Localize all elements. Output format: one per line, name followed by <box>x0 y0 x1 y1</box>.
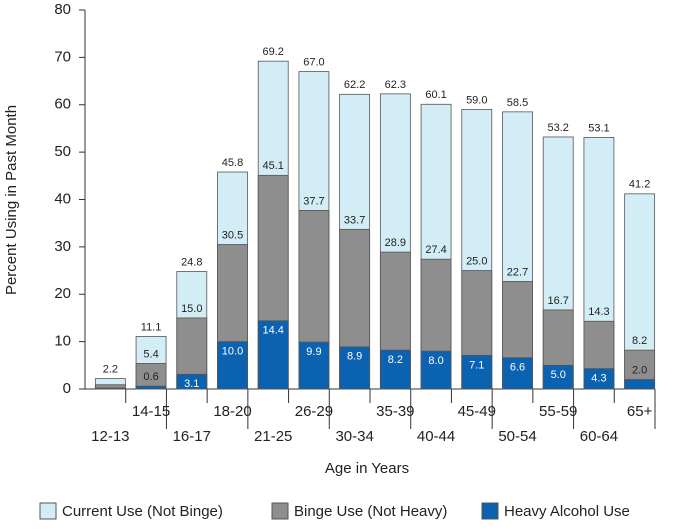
y-tick-label: 0 <box>63 380 71 397</box>
value-label: 2.0 <box>632 364 647 376</box>
x-tick-label: 35-39 <box>376 403 414 420</box>
y-tick-label: 30 <box>54 238 71 255</box>
value-label: 7.1 <box>469 359 484 371</box>
x-tick-label: 18-20 <box>213 403 251 420</box>
bar <box>583 368 615 390</box>
x-tick-label: 30-34 <box>335 428 373 445</box>
value-label: 14.4 <box>263 325 284 337</box>
x-tick-label: 65+ <box>627 403 653 420</box>
legend-label: Heavy Alcohol Use <box>504 503 630 520</box>
y-tick-label: 70 <box>54 48 71 65</box>
value-label: 8.2 <box>632 335 647 347</box>
value-label: 53.1 <box>588 122 609 134</box>
bar <box>217 341 248 390</box>
value-label: 33.7 <box>344 214 365 226</box>
legend-label: Binge Use (Not Heavy) <box>294 503 447 520</box>
y-axis-label: Percent Using in Past Month <box>3 105 20 295</box>
value-label: 58.5 <box>507 97 528 109</box>
x-tick-label: 21-25 <box>254 428 292 445</box>
legend-swatch <box>271 502 289 520</box>
value-label: 45.8 <box>222 157 243 169</box>
value-label: 3.1 <box>184 378 199 390</box>
bar <box>379 349 411 390</box>
bar <box>298 341 330 390</box>
x-axis-label: Age in Years <box>325 460 409 477</box>
value-label: 22.7 <box>507 266 528 278</box>
bar <box>135 385 167 390</box>
value-label: 25.0 <box>466 255 487 267</box>
y-tick-label: 10 <box>54 333 71 350</box>
value-label: 62.2 <box>344 79 365 91</box>
value-label: 41.2 <box>629 179 650 191</box>
y-tick-label: 80 <box>54 1 71 18</box>
y-tick-label: 60 <box>54 96 71 113</box>
y-tick-label: 20 <box>54 285 71 302</box>
value-label: 4.3 <box>591 373 606 385</box>
value-label: 8.2 <box>388 354 403 366</box>
value-label: 69.2 <box>263 46 284 58</box>
value-label: 14.3 <box>588 306 609 318</box>
value-label: 28.9 <box>385 237 406 249</box>
bar <box>94 387 126 390</box>
value-label: 53.2 <box>548 122 569 134</box>
x-tick-label: 55-59 <box>539 403 577 420</box>
value-label: 16.7 <box>548 295 569 307</box>
bar <box>339 346 371 390</box>
value-label: 59.0 <box>466 94 487 106</box>
bar <box>257 320 289 390</box>
value-label: 9.9 <box>306 346 321 358</box>
legend-swatch <box>481 502 499 520</box>
y-tick-label: 50 <box>54 143 71 160</box>
value-label: 60.1 <box>425 89 446 101</box>
value-label: 10.0 <box>222 346 243 358</box>
bar <box>461 354 493 390</box>
value-label: 27.4 <box>425 244 446 256</box>
x-tick-label: 40-44 <box>417 428 455 445</box>
value-label: 8.0 <box>428 355 443 367</box>
x-tick-label: 60-64 <box>580 428 618 445</box>
bar <box>420 350 452 390</box>
bar <box>542 364 574 390</box>
value-label: 5.4 <box>143 348 158 360</box>
y-tick-label: 40 <box>54 190 71 207</box>
bar <box>502 357 533 390</box>
value-label: 62.3 <box>385 79 406 91</box>
value-label: 5.0 <box>551 369 566 381</box>
value-label: 8.9 <box>347 351 362 363</box>
value-label: 11.1 <box>141 321 162 333</box>
bar <box>176 373 208 390</box>
x-tick-label: 16-17 <box>173 428 211 445</box>
x-tick-label: 50-54 <box>498 428 536 445</box>
x-tick-label: 12-13 <box>91 428 129 445</box>
value-label: 2.2 <box>103 363 118 375</box>
value-label: 37.7 <box>303 195 324 207</box>
value-label: 24.8 <box>181 256 202 268</box>
legend-swatch <box>39 502 57 520</box>
value-label: 15.0 <box>181 303 202 315</box>
x-tick-label: 45-49 <box>458 403 496 420</box>
value-label: 6.6 <box>510 362 525 374</box>
value-label: 67.0 <box>303 56 324 68</box>
value-label: 0.6 <box>143 371 158 383</box>
x-tick-label: 26-29 <box>295 403 333 420</box>
value-label: 45.1 <box>263 160 284 172</box>
legend-label: Current Use (Not Binge) <box>62 503 223 520</box>
bar <box>624 379 656 390</box>
value-label: 30.5 <box>222 229 243 241</box>
x-tick-label: 14-15 <box>132 403 170 420</box>
